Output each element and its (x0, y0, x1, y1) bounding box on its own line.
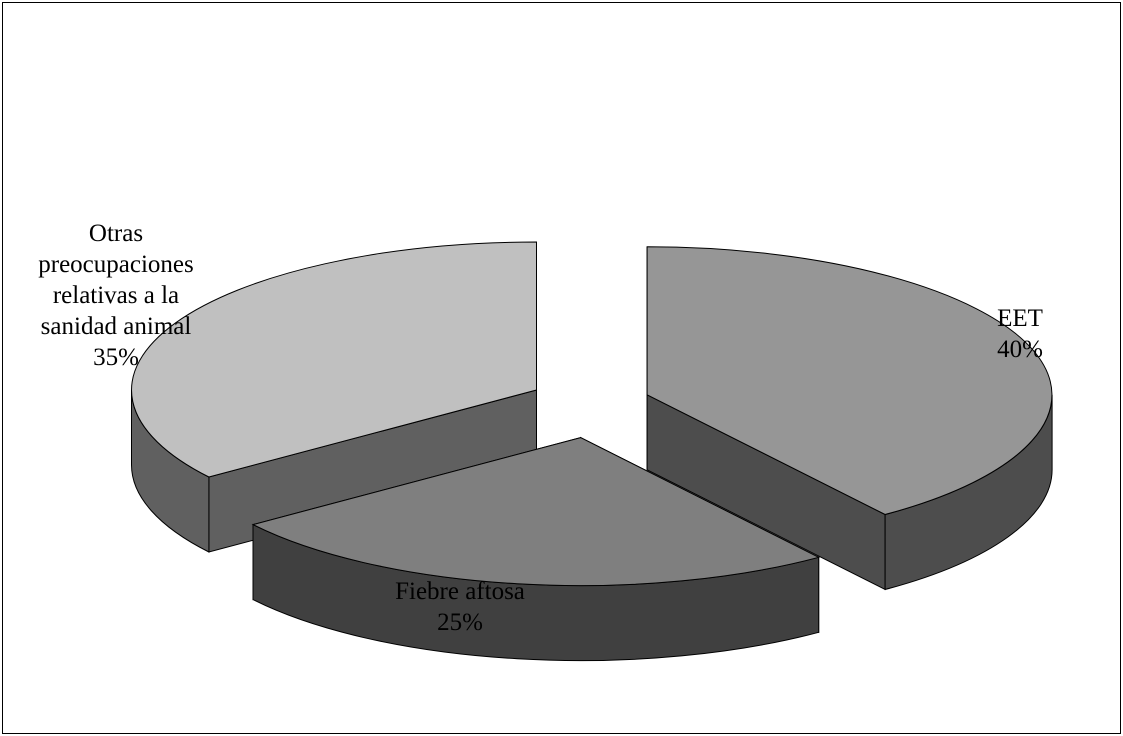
slice-top-2 (131, 241, 537, 478)
slice-label-eet: EET 40% (940, 303, 1100, 365)
slice-label-otras-line-4: sanidad animal (40, 313, 192, 340)
slice-label-eet-percent: 40% (997, 336, 1043, 363)
slice-top-1 (251, 437, 821, 587)
slice-label-fiebre-aftosa-name: Fiebre aftosa (395, 578, 525, 605)
slice-label-fiebre-aftosa: Fiebre aftosa 25% (330, 576, 590, 638)
slice-top-0 (646, 246, 1053, 516)
slice-label-fiebre-aftosa-percent: 25% (437, 609, 483, 636)
slice-label-eet-name: EET (997, 305, 1043, 332)
slice-label-otras-percent: 35% (93, 344, 139, 371)
slice-label-otras-line-1: Otras (88, 220, 144, 247)
slice-label-otras-line-2: preocupaciones (38, 251, 194, 278)
slice-label-otras-line-3: relativas a la (52, 282, 180, 309)
slice-label-otras: Otras preocupaciones relativas a la sani… (0, 218, 232, 373)
pie-tops (131, 241, 1053, 587)
